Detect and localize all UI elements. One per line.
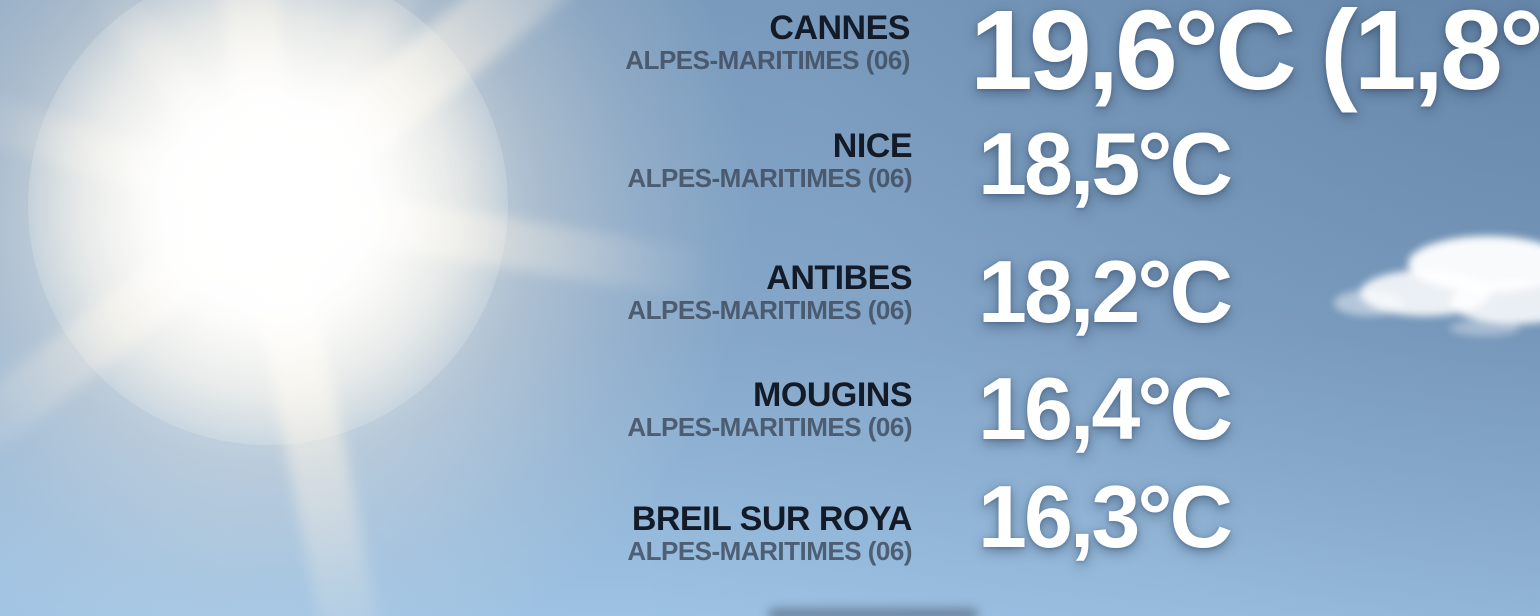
temperature-value: 18,5°C — [978, 114, 1233, 213]
department-name: ALPES-MARITIMES (06) — [627, 536, 912, 566]
temperature-value: 18,2°C — [978, 242, 1233, 341]
department-name: ALPES-MARITIMES (06) — [625, 45, 910, 75]
cloud-icon — [1330, 228, 1540, 358]
location-label: NICE ALPES-MARITIMES (06) — [0, 129, 912, 191]
temperature-row: BREIL SUR ROYA ALPES-MARITIMES (06) 16,3… — [0, 465, 1540, 585]
department-name: ALPES-MARITIMES (06) — [627, 163, 912, 193]
temperature-value: 16,4°C — [978, 359, 1233, 458]
temperature-row: CANNES ALPES-MARITIMES (06) 19,6°C (1,8° — [0, 0, 1540, 113]
temperature-value: 19,6°C (1,8° — [969, 0, 1540, 113]
cutoff-next-row-hint — [768, 608, 978, 616]
location-label: BREIL SUR ROYA ALPES-MARITIMES (06) — [0, 502, 912, 564]
temperature-row: ANTIBES ALPES-MARITIMES (06) 18,2°C — [0, 232, 1540, 352]
city-name: ANTIBES — [766, 259, 912, 297]
temperature-row: NICE ALPES-MARITIMES (06) 18,5°C — [0, 104, 1540, 224]
city-name: CANNES — [769, 9, 910, 47]
temperature-row: MOUGINS ALPES-MARITIMES (06) 16,4°C — [0, 349, 1540, 469]
sun-core — [28, 0, 508, 445]
city-name: MOUGINS — [753, 376, 912, 414]
department-name: ALPES-MARITIMES (06) — [627, 412, 912, 442]
location-label: MOUGINS ALPES-MARITIMES (06) — [0, 378, 912, 440]
department-name: ALPES-MARITIMES (06) — [627, 295, 912, 325]
temperature-value: 16,3°C — [978, 467, 1233, 566]
city-name: NICE — [832, 127, 913, 165]
location-label: CANNES ALPES-MARITIMES (06) — [0, 11, 910, 73]
location-label: ANTIBES ALPES-MARITIMES (06) — [0, 261, 912, 323]
city-name: BREIL SUR ROYA — [631, 500, 913, 538]
